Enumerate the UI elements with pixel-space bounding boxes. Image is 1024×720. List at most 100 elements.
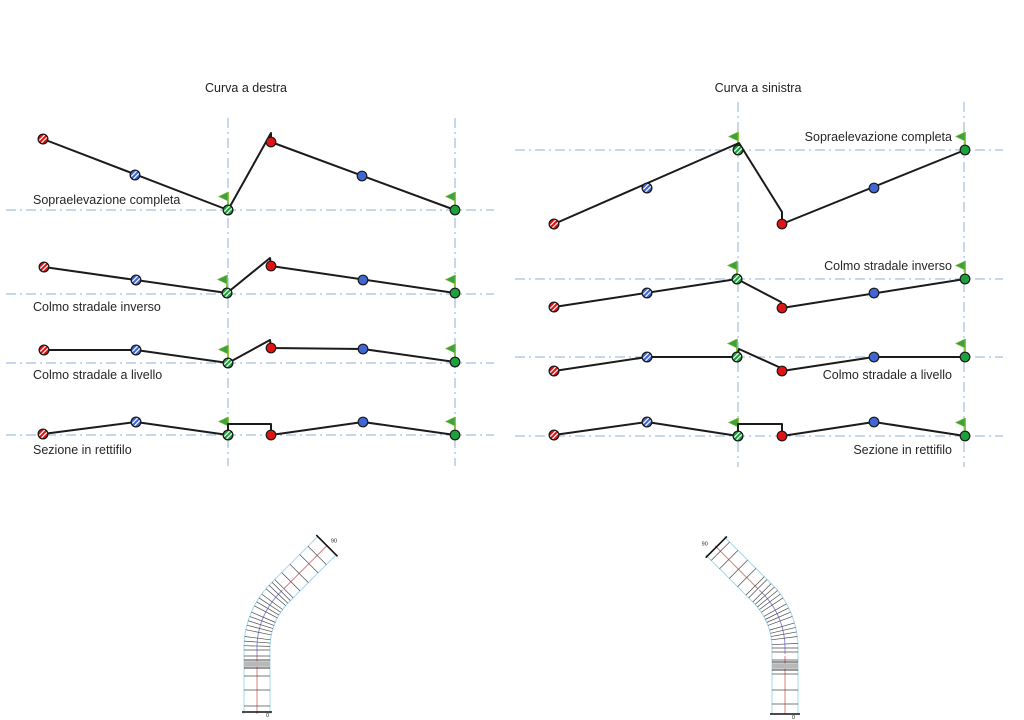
- grip-marker-blue-filled: [868, 182, 880, 194]
- station-tick: [770, 627, 796, 634]
- station-tick: [719, 550, 739, 569]
- grip-marker-green-filled: [449, 287, 461, 299]
- station-tick: [754, 586, 775, 605]
- grip-marker-red-filled: [265, 260, 277, 272]
- station-tick: [254, 605, 278, 619]
- flag-icon: [444, 416, 456, 431]
- panel-title-curva-destra: Curva a destra: [205, 81, 287, 95]
- station-tick: [745, 576, 765, 596]
- grip-marker-red-filled: [776, 430, 788, 442]
- edge-profile-polyline: [553, 278, 966, 309]
- grip-marker-green-filled: [959, 430, 971, 442]
- alignment-end-tick: [705, 535, 728, 559]
- grip-marker-blue-striped: [129, 169, 141, 181]
- station-tick: [281, 572, 301, 592]
- grip-marker-blue-filled: [357, 343, 369, 355]
- grip-marker-red-filled: [776, 365, 788, 377]
- station-tick: [766, 611, 791, 623]
- flag-icon: [954, 338, 966, 353]
- station-tick: [711, 541, 730, 561]
- station-tick: [757, 590, 778, 608]
- station-tick: [307, 545, 327, 565]
- grip-marker-blue-filled: [357, 274, 369, 286]
- edge-profile-polyline: [553, 421, 966, 437]
- row-label-colmo-stradale-inverso-left: Colmo stradale inverso: [33, 300, 161, 314]
- flag-icon: [216, 274, 228, 289]
- grip-marker-green-filled: [959, 144, 971, 156]
- station-tick: [729, 559, 748, 579]
- station-tick: [752, 583, 772, 603]
- row-label-colmo-stradale-a-livello-right: Colmo stradale a livello: [822, 368, 952, 382]
- road-centerline: [283, 545, 328, 589]
- station-tick: [274, 579, 294, 599]
- grip-marker-red-filled: [265, 136, 277, 148]
- edge-profile-polyline: [553, 142, 966, 225]
- grip-marker-blue-filled: [356, 170, 368, 182]
- flag-icon: [444, 191, 456, 206]
- flag-icon: [954, 131, 966, 146]
- station-tick: [268, 585, 289, 604]
- edge-profile-polyline: [42, 421, 456, 436]
- grip-marker-blue-filled: [868, 351, 880, 363]
- station-tick: [763, 603, 787, 617]
- station-label: 0: [792, 715, 795, 720]
- station-tick: [759, 593, 781, 610]
- grip-marker-green-filled: [449, 204, 461, 216]
- station-tick: [761, 597, 784, 613]
- flag-icon: [217, 416, 229, 431]
- grip-marker-green-filled: [959, 273, 971, 285]
- panel-curva-sinistra: [515, 102, 1003, 467]
- row-label-sopraelevazione-completa-right: Sopraelevazione completa: [804, 130, 952, 144]
- station-tick: [265, 588, 286, 606]
- station-label: 90: [702, 541, 708, 547]
- row-label-colmo-stradale-a-livello-left: Colmo stradale a livello: [33, 368, 163, 382]
- station-tick: [769, 622, 795, 631]
- station-label: 90: [331, 539, 337, 545]
- grip-marker-green-filled: [449, 356, 461, 368]
- station-tick: [249, 616, 275, 626]
- grip-marker-blue-filled: [357, 416, 369, 428]
- road-plan-left: 0 90: [242, 534, 339, 719]
- station-tick: [771, 636, 798, 641]
- row-label-sezione-in-rettifilo-left: Sezione in rettifilo: [33, 443, 132, 457]
- edge-profile-polyline: [43, 339, 456, 364]
- station-tick: [737, 568, 757, 588]
- grip-marker-blue-filled: [868, 287, 880, 299]
- flag-icon: [217, 344, 229, 359]
- station-tick: [771, 643, 798, 646]
- station-tick: [770, 631, 797, 637]
- road-plan-right: 90 0: [702, 535, 800, 720]
- flag-icon: [954, 417, 966, 432]
- grip-marker-blue-filled: [868, 416, 880, 428]
- station-tick: [258, 597, 281, 613]
- flag-icon: [726, 260, 738, 275]
- grip-marker-red-filled: [776, 218, 788, 230]
- station-label: 0: [266, 713, 269, 719]
- station-tick: [767, 616, 793, 626]
- grip-marker-red-filled: [265, 342, 277, 354]
- flag-icon: [444, 343, 456, 358]
- station-tick: [271, 581, 291, 601]
- station-tick: [246, 624, 273, 633]
- station-tick: [299, 554, 319, 574]
- station-tick: [244, 645, 271, 647]
- station-tick: [256, 601, 280, 616]
- flag-icon: [954, 260, 966, 275]
- panel-title-curva-sinistra: Curva a sinistra: [714, 81, 802, 95]
- station-tick: [289, 563, 309, 583]
- flag-icon: [727, 417, 739, 432]
- station-tick: [245, 629, 272, 636]
- station-tick: [748, 579, 768, 599]
- station-tick: [244, 636, 271, 641]
- row-label-sopraelevazione-completa-left: Sopraelevazione completa: [33, 193, 181, 207]
- grip-marker-green-filled: [959, 351, 971, 363]
- edge-profile-polyline: [42, 132, 456, 211]
- station-tick: [248, 620, 274, 629]
- edge-profile-polyline: [43, 257, 456, 294]
- row-label-sezione-in-rettifilo-right: Sezione in rettifilo: [853, 443, 952, 457]
- grip-marker-red-striped: [37, 133, 49, 145]
- grip-marker-red-filled: [776, 302, 788, 314]
- road-edge-line: [269, 554, 337, 714]
